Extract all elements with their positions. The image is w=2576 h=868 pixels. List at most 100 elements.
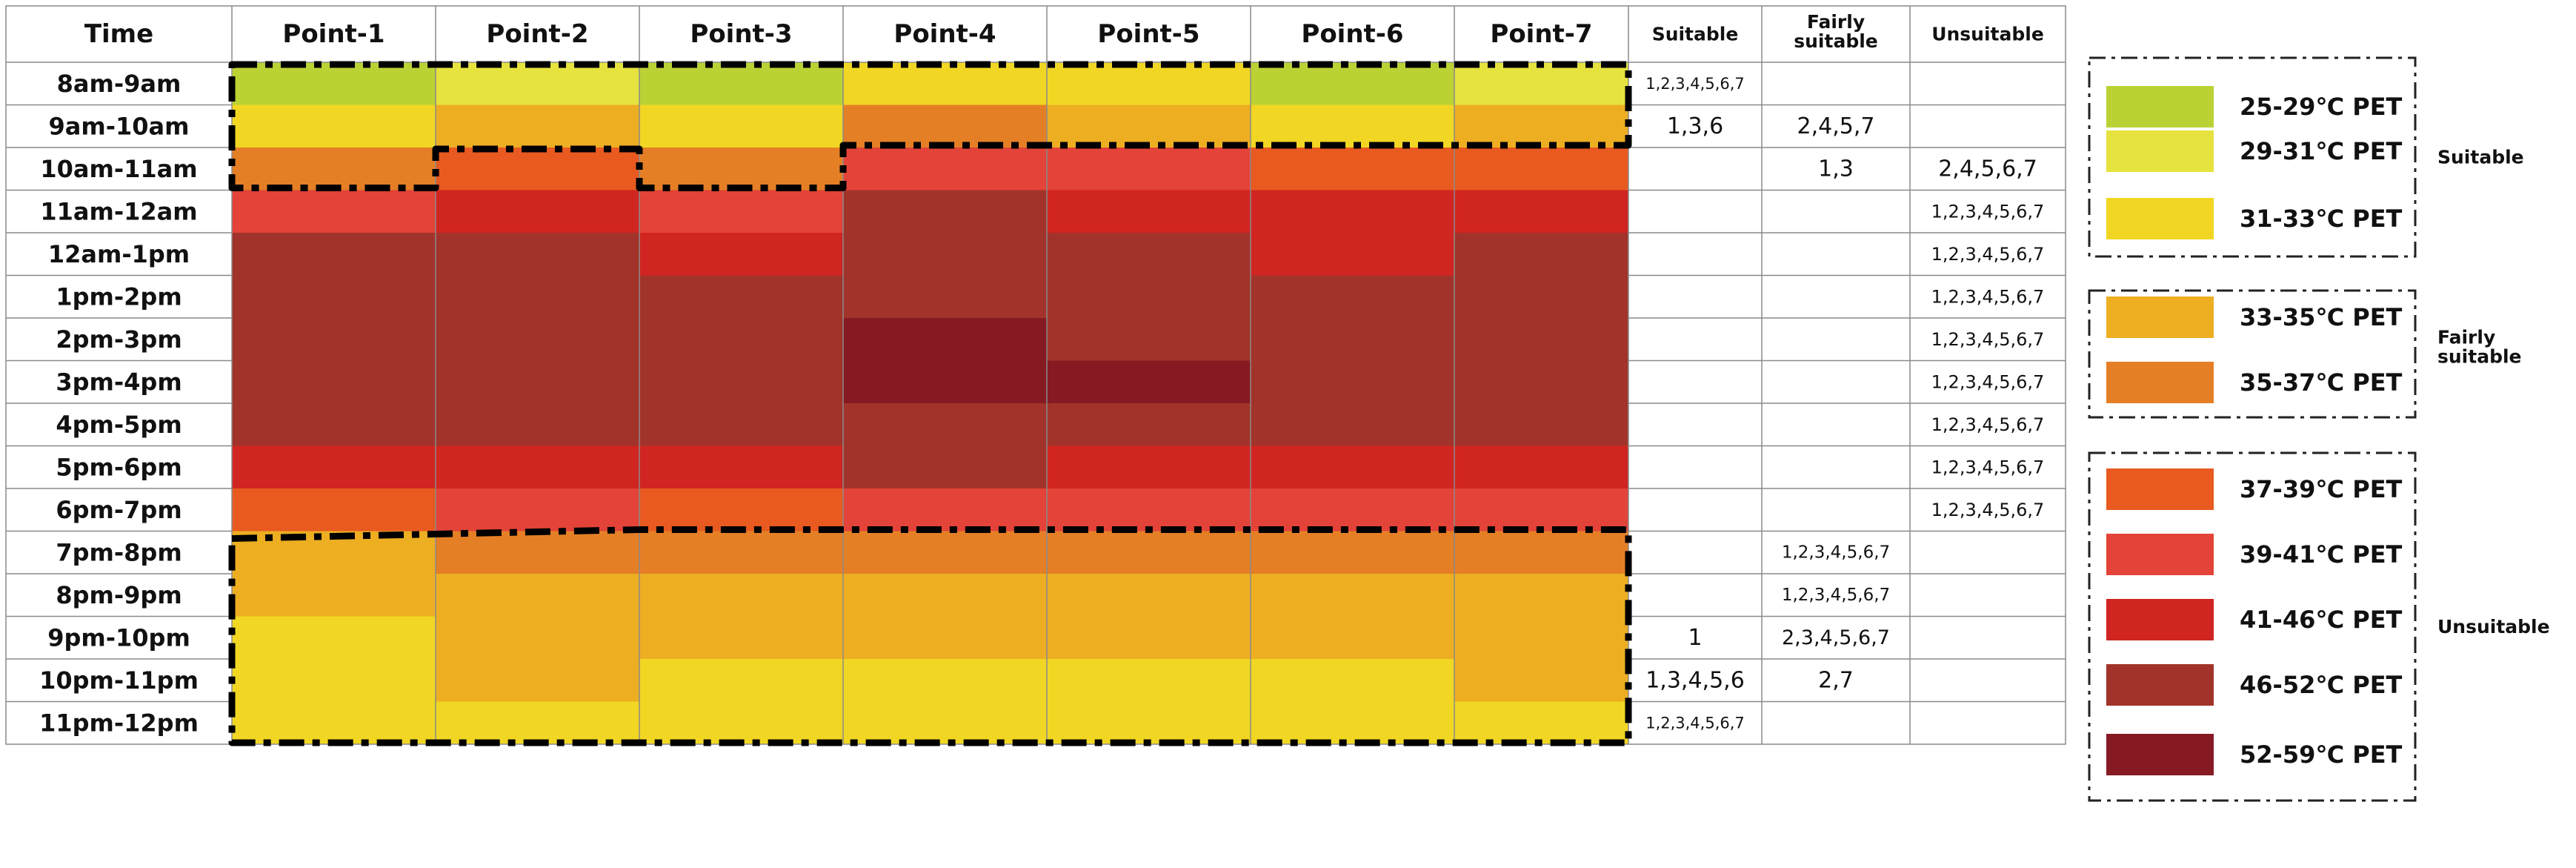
heat-cell — [436, 233, 639, 276]
heat-cell — [1454, 190, 1628, 233]
heat-cell — [1047, 403, 1251, 446]
column-header: Point-1 — [282, 19, 385, 49]
heat-cell — [843, 701, 1047, 744]
legend-label: 46-52℃ PET — [2240, 671, 2403, 699]
heat-cell — [232, 659, 436, 702]
heat-cell — [1047, 445, 1251, 488]
heat-cell — [1047, 275, 1251, 318]
data-table: Fairly suitable — [5, 5, 2066, 745]
heat-cell — [436, 574, 639, 617]
heat-cell — [1454, 318, 1628, 361]
column-header: Point-3 — [690, 19, 792, 49]
legend-swatch — [2106, 198, 2214, 239]
heat-cell — [843, 531, 1047, 574]
legend-group-label: Suitable — [2437, 147, 2524, 168]
column-header: Point-4 — [893, 19, 996, 49]
heat-cell — [639, 574, 843, 617]
row-label: 8am-9am — [57, 70, 182, 98]
summary-value-fairly: 2,4,5,7 — [1797, 113, 1875, 139]
row-label: 10am-11am — [40, 155, 197, 183]
legend-swatch — [2106, 534, 2214, 575]
heat-cell — [1454, 701, 1628, 744]
summary-value-suitable: 1,2,3,4,5,6,7 — [1645, 714, 1745, 732]
summary-value-fairly: 2,7 — [1818, 667, 1854, 693]
heat-cell — [1454, 531, 1628, 574]
heat-cell — [843, 105, 1047, 148]
legend-group-label: Unsuitable — [2437, 616, 2550, 637]
heat-cell — [639, 701, 843, 744]
heat-cell — [843, 360, 1047, 403]
heat-cell — [639, 190, 843, 233]
heat-cell — [639, 275, 843, 318]
heat-cell — [843, 616, 1047, 659]
corner-label: Time — [84, 19, 153, 49]
heat-cell — [639, 445, 843, 488]
heat-cell — [843, 148, 1047, 191]
row-label: 9pm-10pm — [47, 623, 190, 652]
row-label: 8pm-9pm — [56, 581, 182, 609]
heat-cell — [843, 445, 1047, 488]
heat-cell — [1047, 360, 1251, 403]
legend-swatch — [2106, 362, 2214, 403]
heat-cell — [1454, 488, 1628, 531]
heat-cell — [232, 403, 436, 446]
summary-header-suitable: Suitable — [1652, 24, 1739, 45]
heat-cell — [436, 488, 639, 531]
row-label: 4pm-5pm — [56, 411, 182, 439]
heat-cell — [436, 62, 639, 105]
heat-cell — [436, 616, 639, 659]
heat-cell — [1047, 488, 1251, 531]
heat-cell — [1454, 105, 1628, 148]
legend-label: 37-39℃ PET — [2240, 475, 2403, 503]
legend-label: 39-41℃ PET — [2240, 540, 2403, 569]
heat-cell — [1454, 616, 1628, 659]
summary-value-unsuitable: 1,2,3,4,5,6,7 — [1931, 371, 2045, 392]
heat-cell — [1454, 445, 1628, 488]
row-label: 11am-12am — [40, 197, 197, 225]
summary-header-fairly: Fairly suitable — [1794, 11, 1878, 52]
heat-cell — [1251, 531, 1454, 574]
column-header: Point-5 — [1097, 19, 1199, 49]
heat-cell — [232, 318, 436, 361]
heat-cell — [1251, 148, 1454, 191]
row-label: 11pm-12pm — [39, 709, 199, 737]
summary-value-unsuitable: 1,2,3,4,5,6,7 — [1931, 286, 2045, 307]
heat-cell — [436, 190, 639, 233]
heat-cell — [843, 318, 1047, 361]
heat-cell — [1047, 659, 1251, 702]
legend-swatch — [2106, 130, 2214, 172]
legend-group-box — [2088, 451, 2417, 802]
summary-value-unsuitable: 2,4,5,6,7 — [1938, 156, 2037, 182]
heat-cell — [1454, 403, 1628, 446]
heat-cell — [639, 148, 843, 191]
heat-cell — [232, 62, 436, 105]
heat-cell — [1047, 616, 1251, 659]
heat-cell — [843, 659, 1047, 702]
heat-cell — [232, 574, 436, 617]
summary-value-fairly: 1,2,3,4,5,6,7 — [1782, 586, 1890, 605]
heat-cell — [232, 701, 436, 744]
legend-swatch — [2106, 734, 2214, 775]
legend-label: 29-31℃ PET — [2240, 137, 2403, 165]
heat-cell — [639, 105, 843, 148]
heat-cell — [1251, 360, 1454, 403]
heat-cell — [1047, 233, 1251, 276]
suitable-outline-morning — [228, 61, 1632, 191]
summary-value-suitable: 1,2,3,4,5,6,7 — [1645, 75, 1745, 93]
heat-cell — [1454, 275, 1628, 318]
heat-cell — [639, 233, 843, 276]
legend-label: 31-33℃ PET — [2240, 205, 2403, 233]
legend-swatch — [2106, 664, 2214, 706]
heat-cell — [1454, 574, 1628, 617]
column-header: Point-6 — [1301, 19, 1403, 49]
heat-cell — [843, 190, 1047, 233]
legend-group-box — [2088, 56, 2417, 258]
heat-cell — [232, 105, 436, 148]
summary-value-fairly: 1,3 — [1818, 156, 1854, 182]
summary-value-suitable: 1,3,6 — [1667, 113, 1723, 139]
heat-cell — [843, 275, 1047, 318]
heat-cell — [232, 275, 436, 318]
suitable-outline-evening — [228, 526, 1632, 746]
legend-group-box — [2088, 289, 2417, 419]
